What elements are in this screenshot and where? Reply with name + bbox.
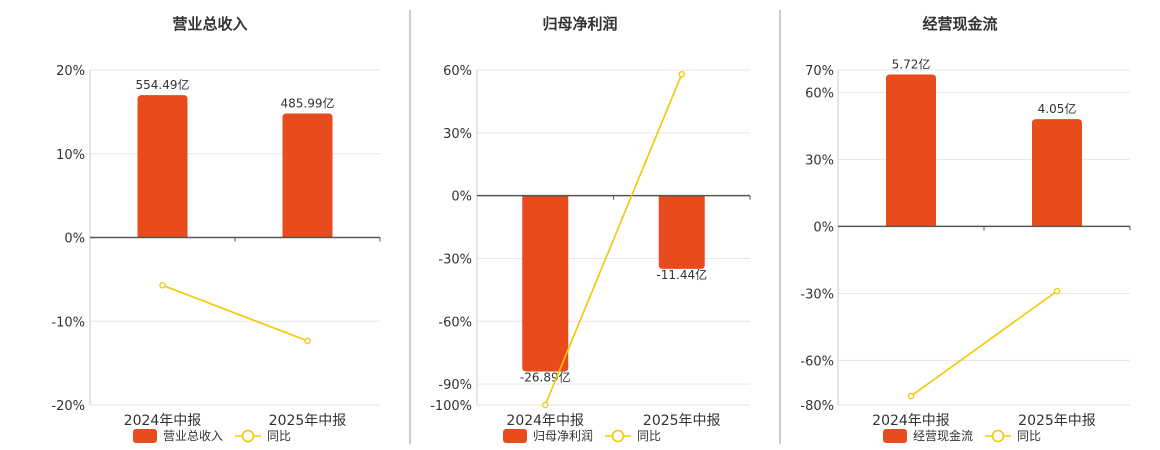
- y-tick-label: 0%: [451, 190, 472, 205]
- y-tick-label: 70%: [805, 64, 834, 79]
- y-tick-label: -60%: [800, 354, 834, 369]
- legend-line-label: 同比: [637, 429, 661, 443]
- y-tick-label: 60%: [805, 86, 834, 101]
- bar-value-label: 485.99亿: [281, 96, 335, 111]
- legend-bar-swatch: [503, 429, 527, 443]
- legend-line-marker: [241, 429, 255, 443]
- x-category-label: 2024年中报: [506, 413, 584, 429]
- yoy-line: [544, 73, 683, 406]
- chart-title: 营业总收入: [172, 15, 247, 33]
- yoy-point: [159, 281, 166, 289]
- bar-value-label: -11.44亿: [656, 267, 707, 282]
- bar-value-label: 554.49亿: [136, 77, 190, 92]
- y-tick-label: 60%: [443, 64, 472, 79]
- legend-bar-swatch: [883, 429, 907, 443]
- bar: [137, 95, 188, 238]
- y-tick-label: -30%: [800, 287, 834, 302]
- bar: [522, 195, 569, 372]
- legend-line-label: 同比: [1017, 429, 1041, 443]
- legend-bar-label: 经营现金流: [913, 428, 973, 443]
- legend-line-label: 同比: [267, 429, 291, 443]
- y-tick-label: 10%: [56, 148, 85, 163]
- legend-bar-label: 归母净利润: [533, 429, 593, 443]
- bar-value-label: -26.89亿: [520, 370, 571, 385]
- bar-value-label: 5.72亿: [892, 56, 931, 71]
- y-tick-label: -90%: [438, 378, 472, 393]
- y-tick-label: 0%: [64, 232, 85, 247]
- y-tick-label: -20%: [51, 399, 85, 414]
- x-category-label: 2024年中报: [872, 413, 950, 429]
- legend-line-marker: [991, 429, 1005, 443]
- y-tick-label: -30%: [438, 252, 472, 267]
- x-category-label: 2025年中报: [1018, 413, 1096, 429]
- y-tick-label: -80%: [800, 399, 834, 414]
- legend-bar-swatch: [133, 429, 157, 443]
- y-tick-label: 30%: [805, 153, 834, 168]
- x-category-label: 2025年中报: [269, 413, 347, 429]
- bar: [658, 195, 705, 269]
- yoy-line: [910, 290, 1058, 397]
- bar: [886, 74, 936, 227]
- x-category-label: 2025年中报: [643, 413, 721, 429]
- legend-line-marker: [611, 429, 625, 443]
- yoy-point: [907, 392, 915, 400]
- y-tick-label: -100%: [430, 399, 472, 414]
- bar: [1032, 119, 1082, 227]
- y-tick-label: 20%: [56, 64, 85, 79]
- y-tick-label: -10%: [51, 315, 85, 330]
- yoy-point: [678, 70, 686, 78]
- y-tick-label: 30%: [443, 127, 472, 142]
- y-tick-label: 0%: [813, 220, 834, 235]
- legend-bar-label: 营业总收入: [163, 429, 223, 443]
- chart-title: 归母净利润: [542, 15, 617, 33]
- yoy-line: [162, 284, 308, 342]
- bar: [282, 113, 333, 238]
- yoy-point: [542, 401, 549, 409]
- y-tick-label: -60%: [438, 315, 472, 330]
- x-category-label: 2024年中报: [124, 413, 202, 429]
- yoy-point: [304, 337, 311, 345]
- yoy-point: [1053, 287, 1061, 295]
- bar-value-label: 4.05亿: [1038, 101, 1077, 116]
- chart-title: 经营现金流: [922, 15, 997, 33]
